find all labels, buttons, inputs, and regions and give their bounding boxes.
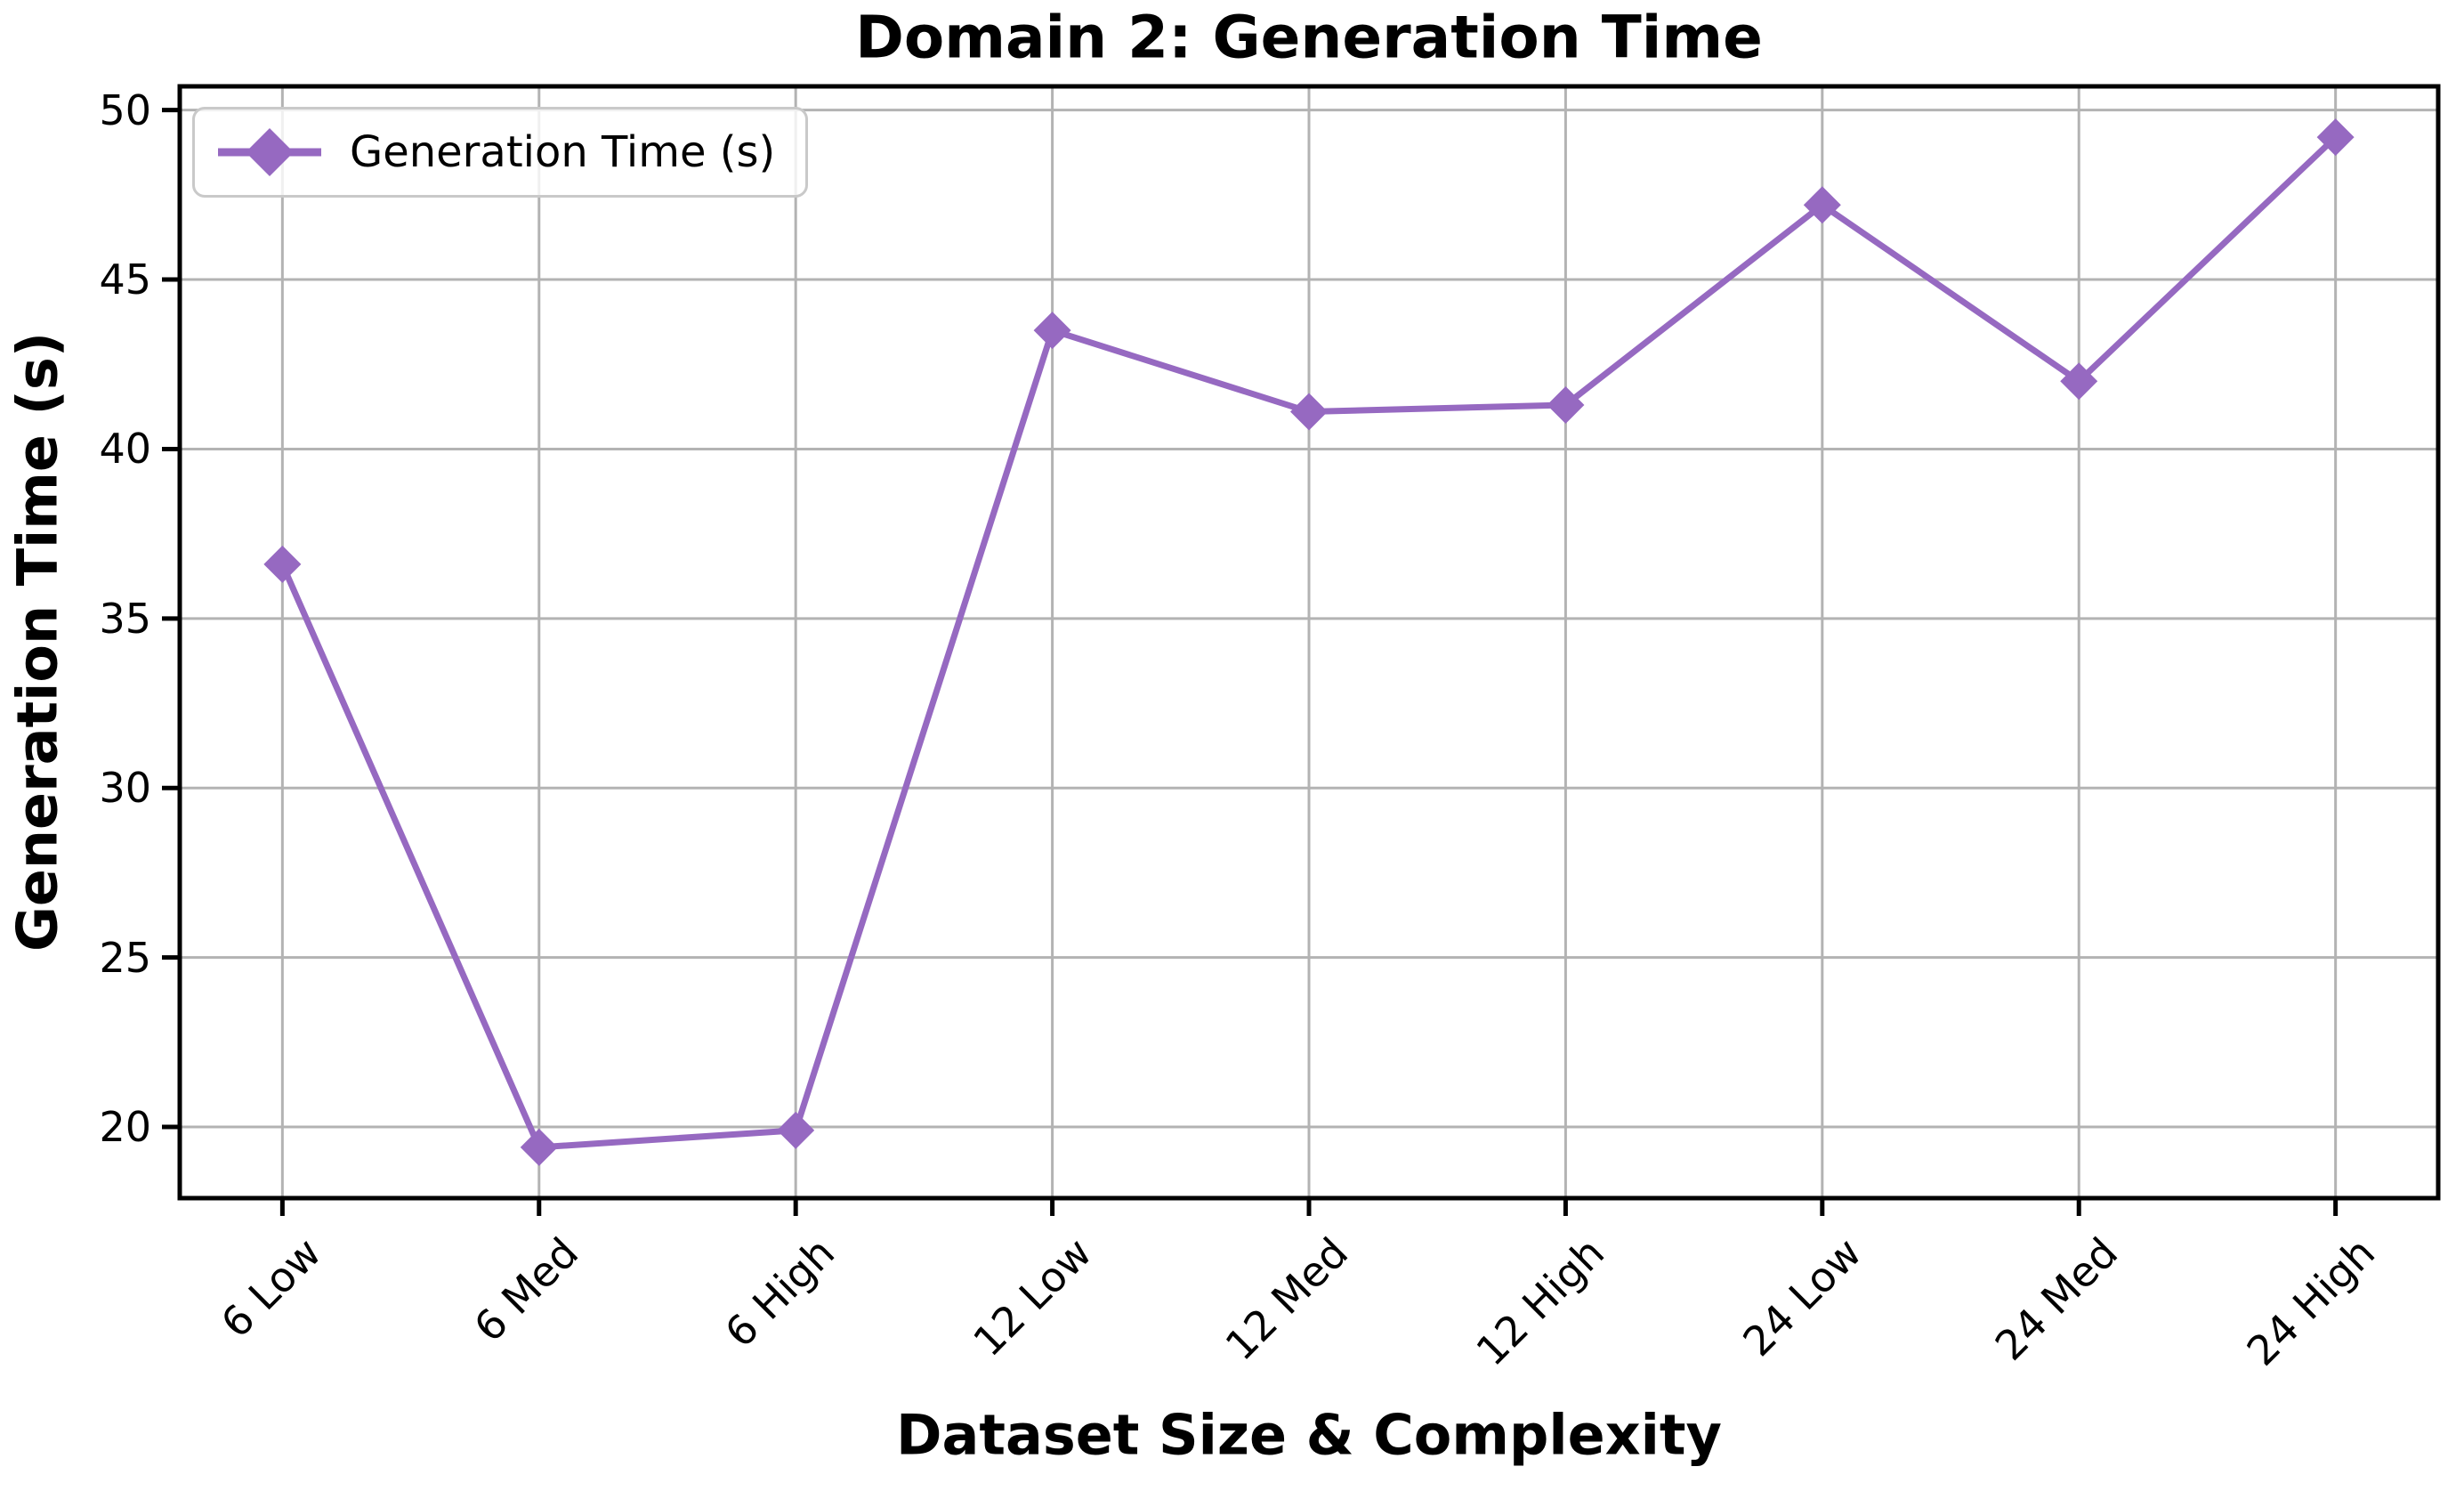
data-point-marker bbox=[1290, 393, 1328, 431]
legend-label: Generation Time (s) bbox=[350, 127, 776, 177]
x-axis-label: Dataset Size & Complexity bbox=[896, 1402, 1722, 1468]
y-tick-label: 45 bbox=[99, 255, 151, 304]
data-point-marker bbox=[2316, 118, 2355, 157]
chart-title: Domain 2: Generation Time bbox=[855, 3, 1763, 72]
y-tick-label: 40 bbox=[99, 425, 151, 474]
y-tick-label: 20 bbox=[99, 1103, 151, 1152]
data-point-marker bbox=[1547, 385, 1585, 424]
data-point-marker bbox=[1803, 186, 1841, 224]
y-tick-label: 25 bbox=[99, 933, 151, 982]
data-point-marker bbox=[2060, 362, 2098, 401]
data-point-marker bbox=[263, 545, 302, 583]
y-tick-label: 50 bbox=[99, 85, 151, 134]
data-point-marker bbox=[1033, 312, 1071, 350]
data-point-marker bbox=[777, 1111, 815, 1149]
legend: Generation Time (s) bbox=[192, 107, 809, 198]
plot-border bbox=[177, 84, 2441, 1201]
data-point-marker bbox=[520, 1128, 558, 1166]
y-tick-label: 30 bbox=[99, 764, 151, 813]
y-tick-label: 35 bbox=[99, 594, 151, 643]
legend-line-diamond-marker bbox=[218, 128, 321, 176]
